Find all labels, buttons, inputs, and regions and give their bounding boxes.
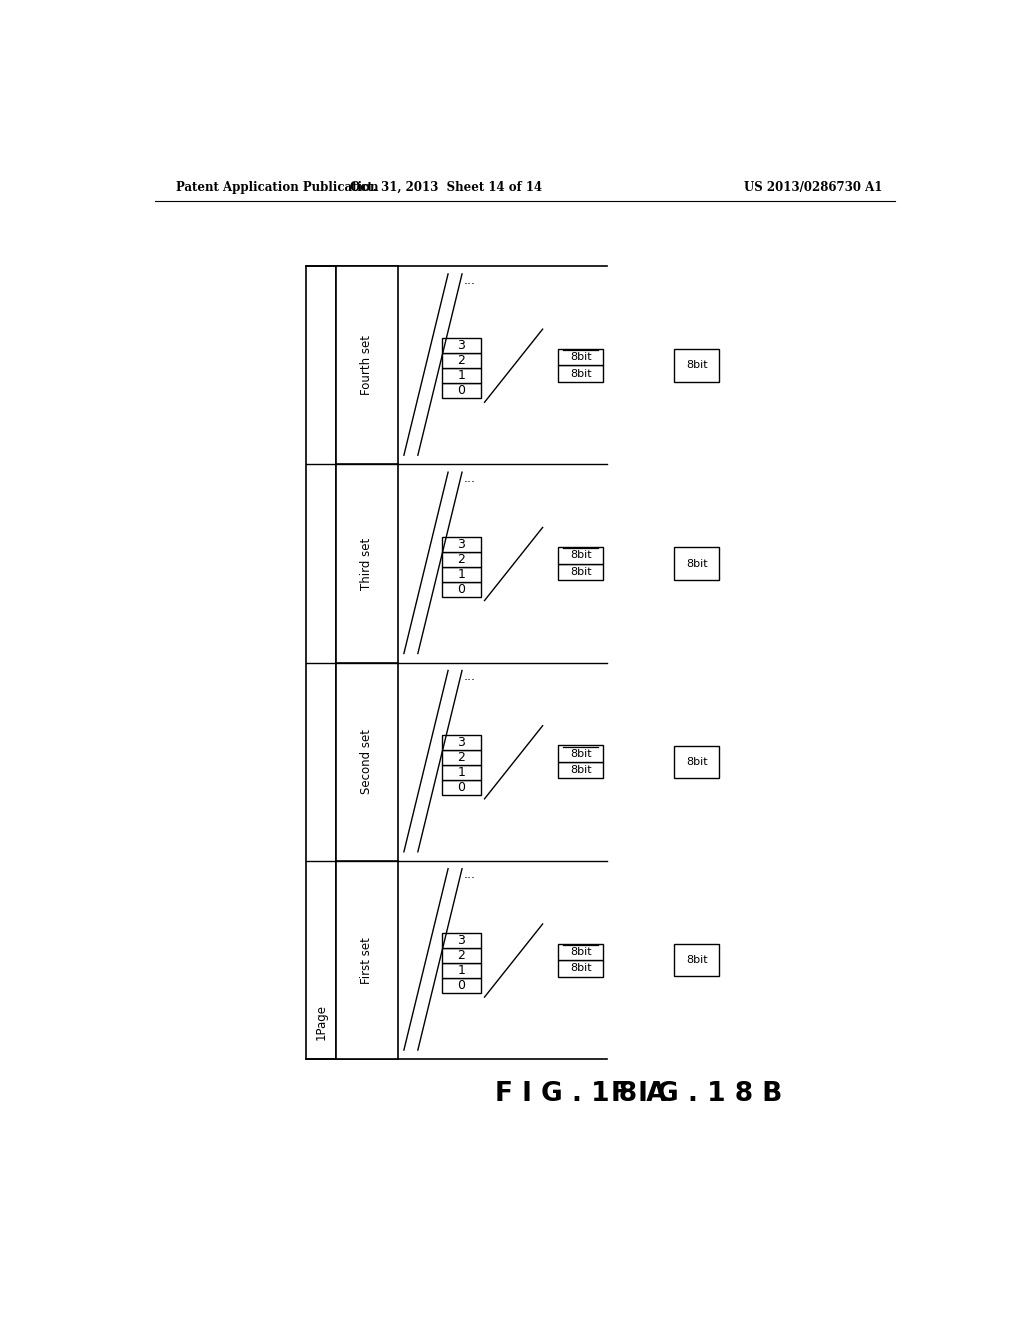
Bar (442, 537, 480, 552)
Text: 3: 3 (458, 537, 465, 550)
Text: Oct. 31, 2013  Sheet 14 of 14: Oct. 31, 2013 Sheet 14 of 14 (349, 181, 542, 194)
Text: First set: First set (360, 937, 373, 983)
Text: ...: ... (464, 273, 476, 286)
Text: 8bit: 8bit (569, 964, 592, 973)
Text: 3: 3 (458, 935, 465, 948)
Bar (442, 750, 480, 766)
Text: 1Page: 1Page (314, 1005, 328, 1040)
Bar (558, 546, 603, 564)
Bar (442, 964, 480, 978)
Bar (558, 746, 603, 762)
Text: 8bit: 8bit (686, 956, 708, 965)
Text: Third set: Third set (360, 537, 373, 590)
Bar (442, 582, 480, 597)
Text: US 2013/0286730 A1: US 2013/0286730 A1 (744, 181, 883, 194)
Text: 0: 0 (458, 582, 465, 595)
Text: 8bit: 8bit (569, 550, 592, 560)
Bar (675, 746, 719, 777)
Bar (675, 350, 719, 381)
Text: 0: 0 (458, 979, 465, 993)
Text: 8bit: 8bit (569, 368, 592, 379)
Text: 2: 2 (458, 354, 465, 367)
Text: F I G . 1 8 A: F I G . 1 8 A (495, 1081, 667, 1107)
Text: ...: ... (464, 471, 476, 484)
Text: 1: 1 (458, 766, 465, 779)
Text: Fourth set: Fourth set (360, 335, 373, 395)
Bar (442, 338, 480, 354)
Text: Patent Application Publication: Patent Application Publication (176, 181, 379, 194)
Text: 8bit: 8bit (569, 946, 592, 957)
Bar (306, 267, 336, 1059)
Text: 2: 2 (458, 751, 465, 764)
Bar (442, 368, 480, 383)
Text: 0: 0 (458, 384, 465, 397)
Text: ...: ... (464, 671, 476, 684)
Text: 3: 3 (458, 339, 465, 352)
Bar (558, 944, 603, 960)
Bar (442, 933, 480, 948)
Bar (558, 762, 603, 779)
Bar (442, 566, 480, 582)
Text: 8bit: 8bit (686, 360, 708, 371)
Text: 1: 1 (458, 370, 465, 383)
Bar (558, 960, 603, 977)
Bar (442, 383, 480, 399)
Text: 8bit: 8bit (686, 558, 708, 569)
Bar (442, 948, 480, 964)
Bar (675, 944, 719, 977)
Text: 2: 2 (458, 949, 465, 962)
Bar (336, 663, 397, 861)
Bar (336, 267, 397, 465)
Bar (442, 766, 480, 780)
Text: F I G . 1 8 B: F I G . 1 8 B (611, 1081, 782, 1107)
Text: 8bit: 8bit (569, 566, 592, 577)
Text: 8bit: 8bit (569, 766, 592, 775)
Bar (442, 780, 480, 795)
Bar (336, 465, 397, 663)
Text: 2: 2 (458, 553, 465, 566)
Text: 8bit: 8bit (569, 748, 592, 759)
Bar (442, 552, 480, 566)
Bar (442, 735, 480, 750)
Text: 0: 0 (458, 781, 465, 795)
Bar (558, 348, 603, 366)
Text: ...: ... (464, 869, 476, 882)
Text: 8bit: 8bit (569, 352, 592, 362)
Text: 1: 1 (458, 964, 465, 977)
Bar (442, 978, 480, 993)
Bar (442, 354, 480, 368)
Text: Second set: Second set (360, 730, 373, 795)
Text: 1: 1 (458, 568, 465, 581)
Bar (558, 564, 603, 581)
Text: 8bit: 8bit (686, 756, 708, 767)
Bar (675, 548, 719, 579)
Text: 3: 3 (458, 737, 465, 748)
Bar (336, 861, 397, 1059)
Bar (558, 366, 603, 381)
